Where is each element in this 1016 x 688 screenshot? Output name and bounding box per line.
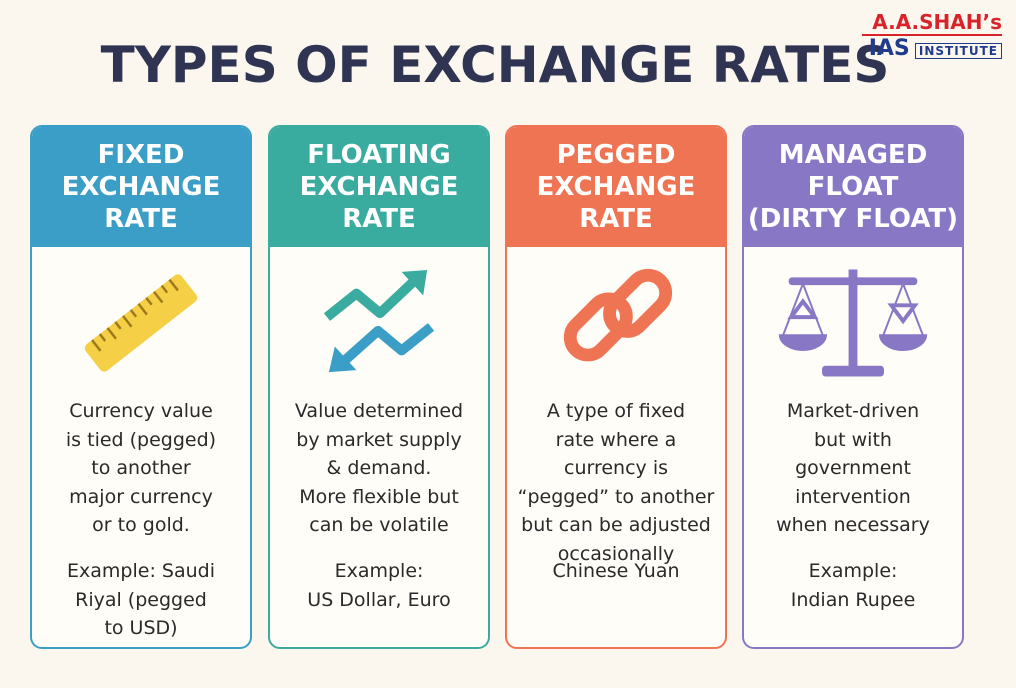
heading-line: MANAGED [778,140,928,170]
description: Market-driven but with government intervent… [744,397,962,540]
description-line: can be volatile [309,514,449,536]
heading-line: PEGGED [556,140,676,170]
card: PEGGED EXCHANGE RATE A type of fixed rate wh… [505,125,727,649]
description-line: currency is [564,457,668,479]
example: Example: Indian Rupee [744,557,962,614]
icon [84,274,198,372]
card: FIXED EXCHANGE RATE Currency value is tied (… [30,125,252,649]
icon [778,269,928,377]
description-line: rate where a [555,428,677,451]
description-line: is tied (pegged) [65,428,217,451]
example-line: Riyal (pegged [75,588,207,611]
description-line: A type of fixed [546,400,686,422]
description-line: Value determined [294,400,464,422]
example-line: Indian Rupee [790,588,916,611]
heading-line: FLOATING [307,140,451,170]
description-line: but can be adjusted [521,514,711,536]
card: MANAGED FLOAT (DIRTY FLOAT) Market-driven bu… [742,125,964,649]
description-line: government [795,457,911,479]
heading-line: FIXED [97,140,185,170]
example-line: Example: [808,560,898,582]
example: Example: US Dollar, Euro [270,557,488,614]
logo: A.A.SHAH’s IAS INSTITUTE [862,10,1002,61]
card-heading: FIXED EXCHANGE RATE [32,127,250,247]
heading-line: RATE [579,204,653,234]
heading-line: RATE [104,204,178,234]
example: Chinese Yuan [507,557,725,586]
description-line: & demand. [326,457,432,479]
card-heading: PEGGED EXCHANGE RATE [507,127,725,247]
card-heading: MANAGED FLOAT (DIRTY FLOAT) [744,127,962,247]
heading-line: EXCHANGE [536,172,696,202]
example-line: Chinese Yuan [552,560,680,582]
description-line: when necessary [776,514,930,536]
heading-line: RATE [342,204,416,234]
description-line: to another [91,457,191,479]
icon [563,268,673,362]
description-line: More flexible but [299,485,459,508]
example-line: Example: Saudi [67,560,215,582]
logo-name: A.A.SHAH’s [862,10,1002,36]
example-line: Example: [334,560,424,582]
description-line: intervention [795,485,911,508]
description-line: or to gold. [92,514,190,536]
icon [323,269,435,373]
example-line: to USD) [104,617,178,639]
description-line: occasionally [557,542,675,565]
description: Currency value is tied (pegged) to another… [32,397,250,540]
example: Example: Saudi Riyal (pegged to USD) [32,557,250,643]
description-line: by market supply [296,428,462,451]
heading-line: FLOAT [807,172,899,202]
description-line: Market-driven [786,400,920,422]
heading-line: EXCHANGE [299,172,459,202]
description-line: major currency [69,485,213,508]
card: FLOATING EXCHANGE RATE Value determined by m… [268,125,490,649]
title: TYPES OF EXCHANGE RATES [100,36,890,94]
logo-suffix: INSTITUTE [914,43,1002,59]
logo-prefix: IAS [868,36,910,61]
description-line: “pegged” to another [517,485,715,508]
description: A type of fixed rate where a currency is “p… [507,397,725,568]
heading-line: EXCHANGE [61,172,221,202]
description-line: Currency value [69,400,213,422]
card-heading: FLOATING EXCHANGE RATE [270,127,488,247]
heading-line: (DIRTY FLOAT) [747,204,959,234]
description: Value determined by market supply & demand… [270,397,488,540]
example-line: US Dollar, Euro [307,588,451,611]
description-line: but with [814,428,892,451]
